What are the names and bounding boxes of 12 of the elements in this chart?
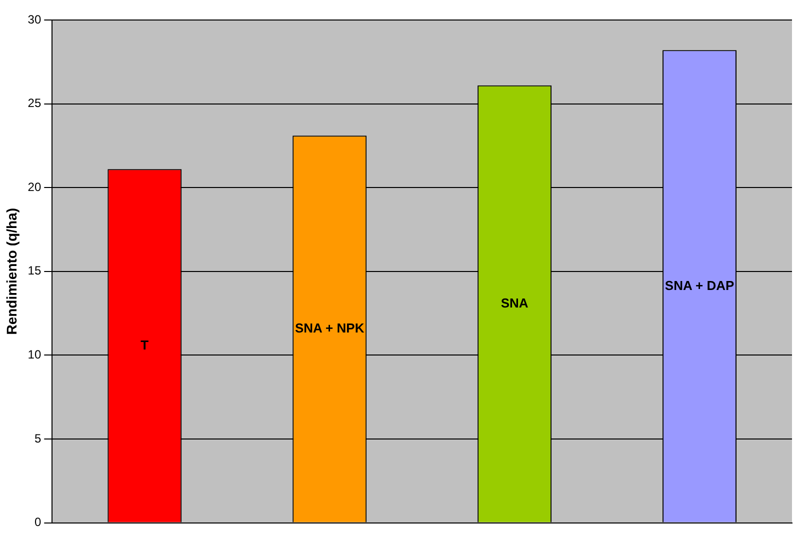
y-axis-title: Rendimiento (q/ha) (3, 208, 20, 335)
y-tick-label: 20 (28, 180, 42, 194)
y-tick-label: 0 (34, 515, 42, 530)
x-tick-label: SNA + NPK (294, 320, 365, 336)
y-tick-label: 15 (28, 264, 42, 278)
x-tick-label: SNA + DAP (664, 278, 734, 293)
y-tick-label: 10 (28, 348, 42, 362)
x-tick-label: SNA (500, 295, 529, 310)
y-tick-label: 30 (28, 12, 42, 26)
x-tick-label: T (140, 337, 149, 352)
y-tick-label: 5 (34, 431, 42, 446)
y-tick-label: 25 (28, 96, 42, 110)
